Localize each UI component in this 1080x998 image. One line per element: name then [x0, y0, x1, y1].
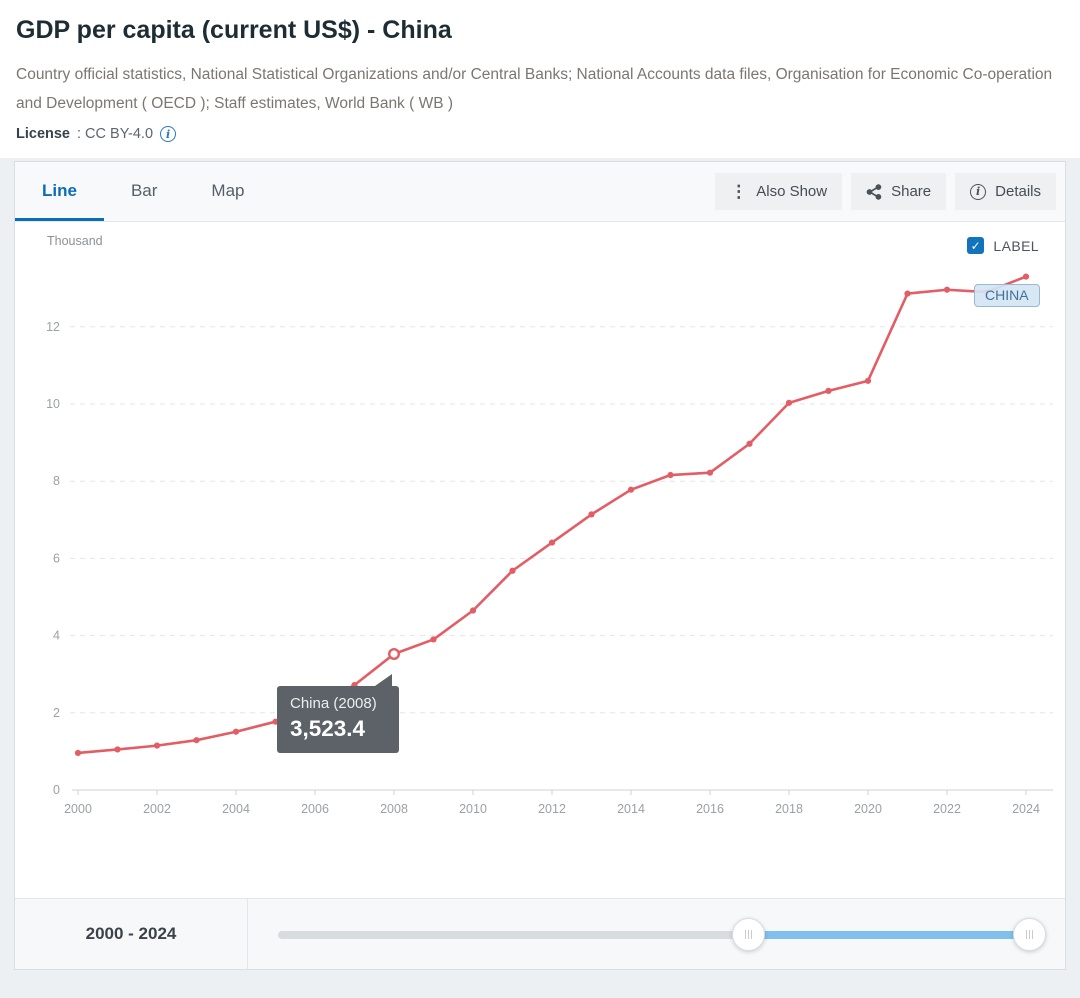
data-point[interactable]	[153, 742, 161, 750]
svg-text:2020: 2020	[854, 802, 882, 816]
license-info-icon[interactable]: i	[160, 126, 177, 143]
tab-bar: Line Bar Map ⋮ Also Show	[15, 162, 1065, 223]
data-point[interactable]	[746, 441, 753, 448]
y-axis-labels: 0 2 4 6 8 10 12	[46, 320, 60, 797]
data-point[interactable]	[785, 400, 793, 407]
tab-line[interactable]: Line	[15, 162, 104, 222]
svg-text:2014: 2014	[617, 802, 645, 816]
details-info-icon: i	[970, 183, 987, 200]
data-point[interactable]	[588, 511, 595, 518]
source-attribution: Country official statistics, National St…	[16, 66, 1053, 112]
svg-text:2002: 2002	[143, 802, 171, 816]
data-point[interactable]	[548, 539, 556, 547]
y-axis-unit-label: Thousand	[47, 234, 103, 249]
data-tooltip: China (2008) 3,523.4	[277, 674, 399, 754]
data-point[interactable]	[469, 607, 477, 614]
license-label: License	[16, 126, 70, 143]
svg-text:2004: 2004	[222, 802, 250, 816]
kebab-icon: ⋮	[730, 181, 748, 201]
svg-text:2006: 2006	[301, 802, 329, 816]
label-checkbox-checked[interactable]: ✓	[967, 237, 985, 255]
svg-text:2000: 2000	[64, 802, 92, 816]
also-show-label: Also Show	[756, 183, 828, 201]
chart-region: Thousand ✓ LABEL 0 2 4 6 8 10 12 2000 2002 2004 20…	[15, 222, 1065, 899]
tab-bar-chart[interactable]: Bar	[130, 181, 158, 201]
data-point[interactable]	[232, 728, 240, 736]
x-axis-labels: 2000 2002 2004 2006 2008 2010 2012 2014 2016 2018…	[64, 790, 1040, 816]
data-point[interactable]	[904, 290, 911, 298]
tab-map[interactable]: Map	[211, 181, 245, 201]
svg-text:2022: 2022	[933, 802, 961, 816]
time-range-label: 2000 - 2024	[15, 899, 248, 970]
slider-selected-range	[748, 931, 1030, 940]
data-point[interactable]	[509, 567, 516, 575]
line-chart: 0 2 4 6 8 10 12 2000 2002 2004 2006 2008 2010 2012 201…	[46, 273, 1053, 816]
share-label: Share	[891, 183, 932, 201]
time-range-bar: 2000 - 2024	[15, 898, 1065, 970]
slider-track[interactable]	[278, 918, 1046, 952]
page-title: GDP per capita (current US$) - China	[16, 16, 452, 44]
toolbar: ⋮ Also Show Share	[715, 162, 1065, 221]
details-label: Details	[995, 183, 1041, 201]
svg-text:2018: 2018	[775, 802, 803, 816]
also-show-button[interactable]: ⋮ Also Show	[715, 173, 843, 211]
label-toggle[interactable]: ✓ LABEL	[967, 237, 1039, 255]
slider-handle-end[interactable]	[1013, 918, 1046, 952]
svg-text:12: 12	[46, 320, 60, 334]
svg-text:2010: 2010	[459, 802, 487, 816]
svg-text:4: 4	[53, 629, 60, 643]
share-icon	[866, 184, 882, 200]
chart-card: Line Bar Map ⋮ Also Show	[14, 161, 1066, 971]
details-button[interactable]: i Details	[955, 173, 1056, 211]
svg-text:2008: 2008	[380, 802, 408, 816]
data-point[interactable]	[74, 750, 82, 757]
data-point[interactable]	[1022, 273, 1030, 281]
highlighted-data-point[interactable]	[388, 648, 401, 661]
time-range-slider	[248, 899, 1065, 969]
tooltip-value: 3,523.4	[290, 716, 366, 742]
gridlines	[70, 326, 1053, 714]
data-point[interactable]	[114, 746, 121, 753]
svg-text:8: 8	[53, 475, 60, 489]
svg-text:0: 0	[53, 783, 60, 797]
series-label-china[interactable]: CHINA	[974, 284, 1040, 308]
share-button[interactable]: Share	[851, 173, 947, 211]
license-row: License : CC BY-4.0 i	[16, 126, 1064, 143]
china-series-line[interactable]	[76, 275, 1028, 755]
license-value: : CC BY-4.0	[77, 126, 154, 143]
data-point[interactable]	[627, 486, 635, 494]
data-point-markers	[74, 273, 1030, 757]
slider-handle-start[interactable]	[732, 918, 765, 952]
svg-text:6: 6	[53, 552, 60, 566]
data-point[interactable]	[430, 636, 437, 643]
page-header: GDP per capita (current US$) - China Cou…	[0, 0, 1080, 159]
svg-text:2: 2	[53, 706, 60, 720]
data-point[interactable]	[706, 469, 714, 477]
svg-text:2024: 2024	[1012, 802, 1040, 816]
svg-text:10: 10	[46, 397, 60, 411]
data-point[interactable]	[667, 472, 674, 479]
svg-text:2016: 2016	[696, 802, 724, 816]
tooltip-title: China (2008)	[290, 695, 377, 713]
data-point[interactable]	[193, 737, 200, 744]
data-point[interactable]	[825, 388, 832, 395]
svg-text:2012: 2012	[538, 802, 566, 816]
data-point[interactable]	[943, 286, 951, 294]
label-toggle-text: LABEL	[993, 237, 1039, 254]
data-point[interactable]	[864, 378, 872, 385]
tooltip-notch	[375, 674, 392, 687]
